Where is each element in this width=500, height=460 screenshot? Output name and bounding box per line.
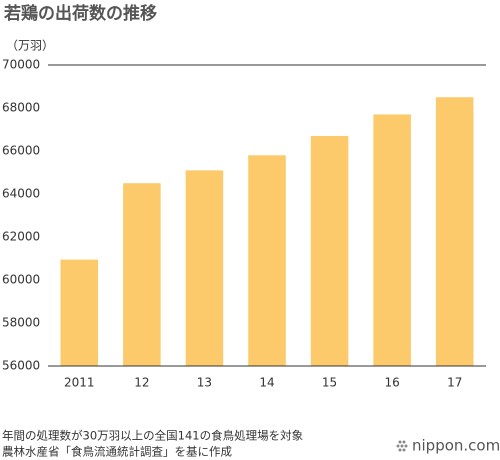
y-tick-label: 62000 <box>2 230 40 244</box>
x-tick-label: 15 <box>322 376 337 390</box>
unit-label: （万羽） <box>6 39 54 53</box>
x-tick-label: 13 <box>197 376 212 390</box>
logo-icon <box>396 440 408 452</box>
logo: nippon.com <box>412 437 500 455</box>
y-tick-label: 66000 <box>2 144 40 158</box>
bar <box>60 259 99 366</box>
bar <box>185 170 224 366</box>
bar <box>123 183 161 366</box>
y-tick-label: 60000 <box>2 273 40 287</box>
y-tick-label: 70000 <box>2 58 40 72</box>
x-tick-label: 2011 <box>64 376 95 390</box>
bar <box>310 135 349 366</box>
bar <box>373 114 411 366</box>
y-tick-label: 58000 <box>2 316 40 330</box>
bar <box>435 97 474 366</box>
x-tick-label: 12 <box>134 376 149 390</box>
chart-title: 若鶏の出荷数の推移 <box>3 3 157 24</box>
note: 農林水産省「食鳥流通統計調査」を基に作成 <box>2 445 232 459</box>
x-tick-label: 17 <box>447 376 462 390</box>
bar <box>248 155 286 366</box>
y-tick-label: 68000 <box>2 101 40 115</box>
x-tick-label: 16 <box>385 376 400 390</box>
x-tick-label: 14 <box>259 376 274 390</box>
note: 年間の処理数が30万羽以上の全国141の食鳥処理場を対象 <box>2 429 303 443</box>
y-tick-label: 56000 <box>2 359 40 373</box>
y-tick-label: 64000 <box>2 187 40 201</box>
